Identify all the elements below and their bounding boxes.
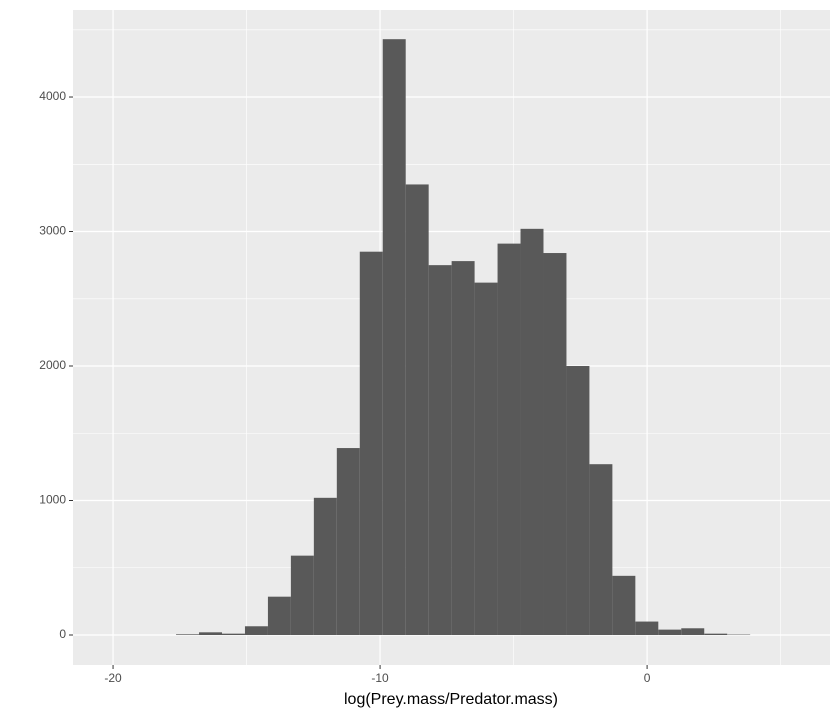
bar	[612, 575, 636, 636]
bar	[474, 282, 498, 636]
bar	[244, 626, 268, 636]
bar	[221, 633, 245, 636]
y-tick-label: 2000	[39, 358, 66, 372]
x-tick-label: 0	[644, 671, 651, 685]
y-tick-label: 1000	[39, 493, 66, 507]
y-tick-label: 4000	[39, 89, 66, 103]
bar	[313, 497, 337, 636]
x-tick-label: -20	[104, 671, 122, 685]
bar	[681, 628, 705, 636]
x-tick-label: -10	[371, 671, 389, 685]
bar	[428, 265, 452, 636]
bar	[359, 251, 383, 636]
bar	[336, 448, 360, 636]
bar	[543, 253, 567, 636]
bar	[267, 596, 291, 636]
y-tick-label: 0	[59, 627, 66, 641]
bar	[176, 634, 200, 636]
bar	[566, 366, 590, 636]
bar	[497, 243, 521, 636]
bar	[704, 633, 728, 636]
bar	[589, 464, 613, 636]
bar	[658, 629, 682, 636]
bar	[635, 621, 659, 636]
bar	[451, 261, 475, 636]
bar	[199, 632, 222, 636]
y-tick-label: 3000	[39, 224, 66, 238]
bar	[290, 555, 314, 636]
x-axis-title: log(Prey.mass/Predator.mass)	[344, 691, 558, 708]
bar	[405, 184, 429, 636]
bar	[520, 228, 544, 636]
bar	[382, 39, 406, 636]
